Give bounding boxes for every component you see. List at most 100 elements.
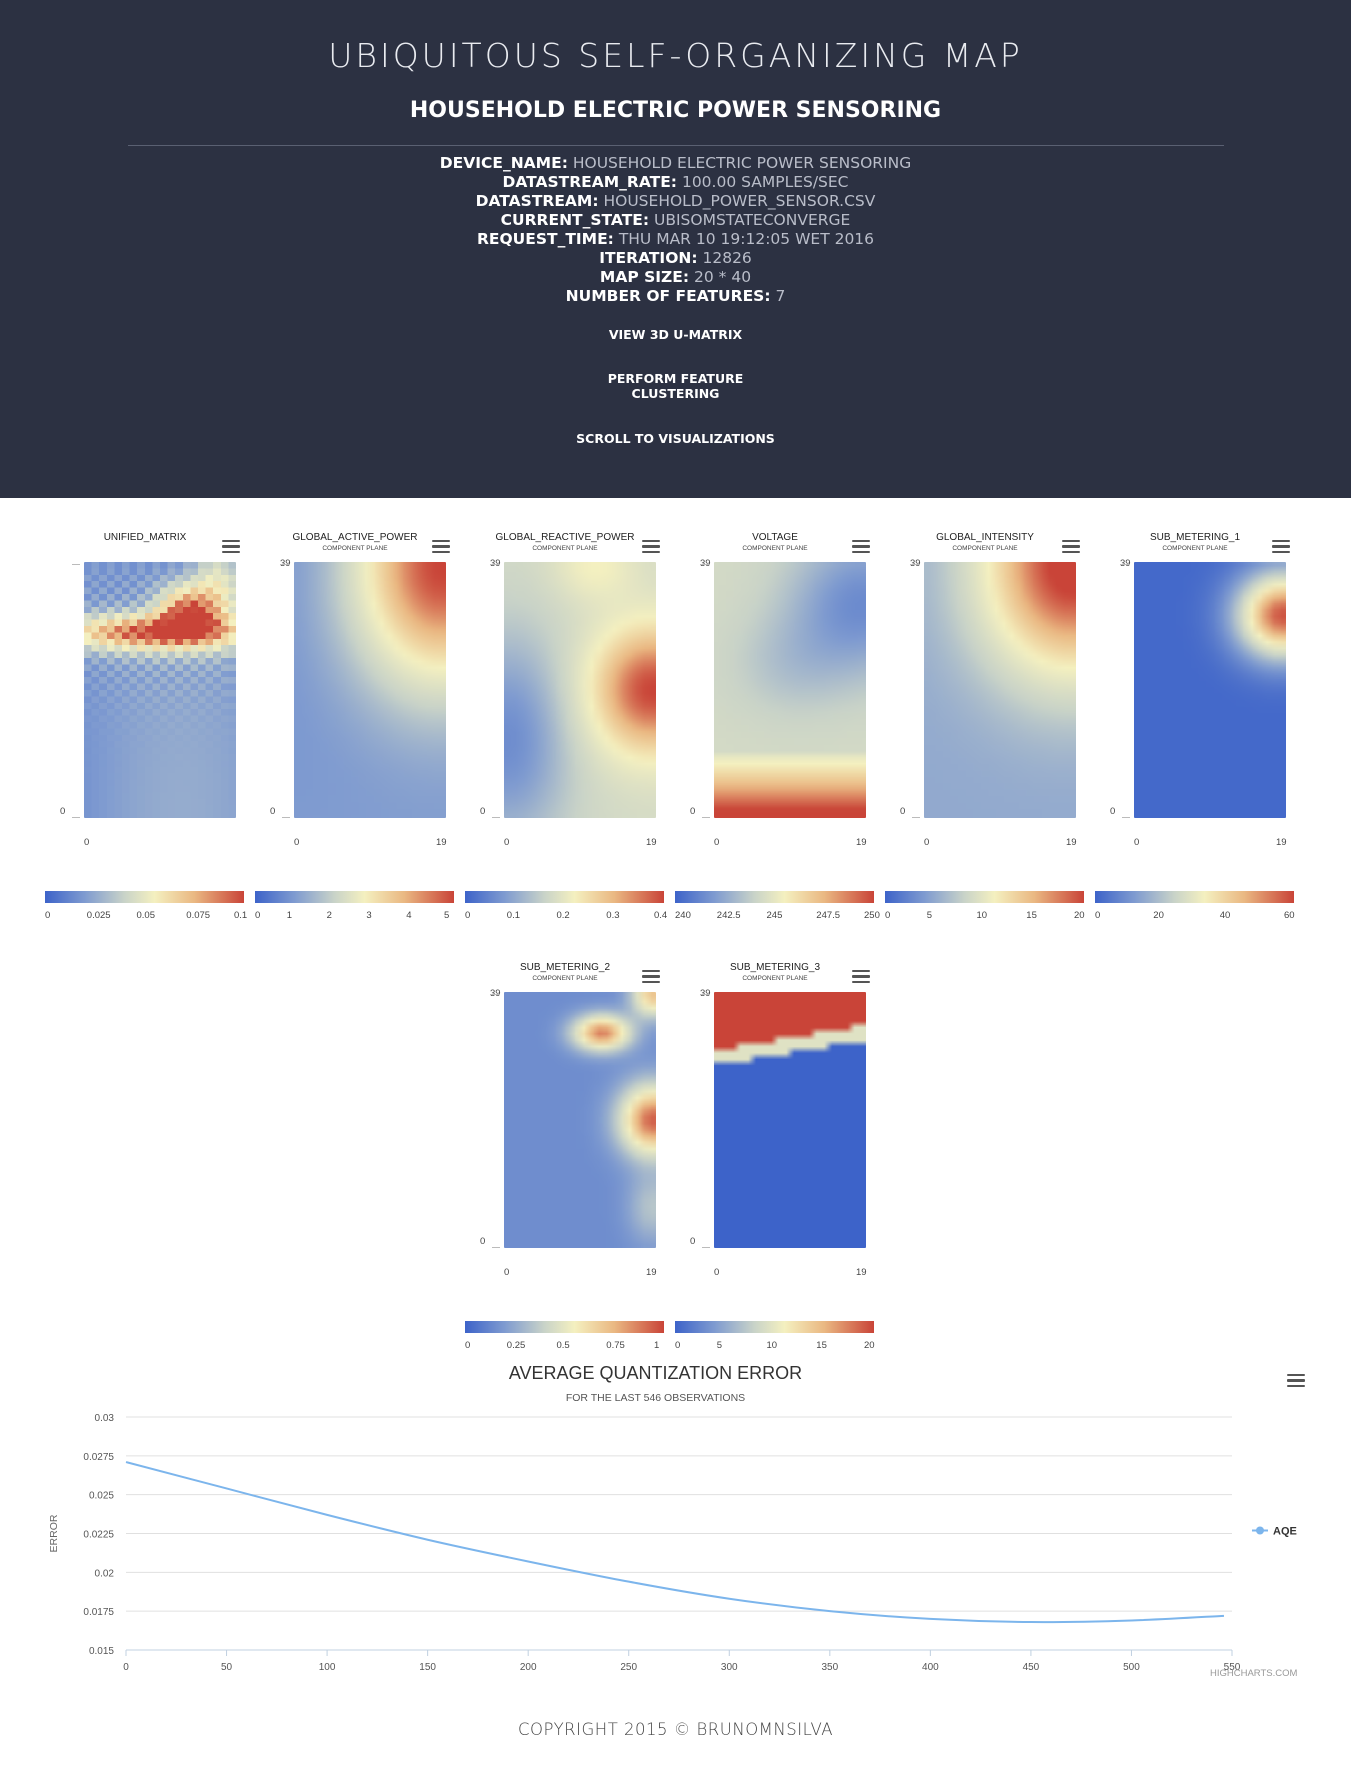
legend-item-label[interactable]: AQE — [1273, 1526, 1297, 1538]
scroll-to-visualizations-button[interactable]: SCROLL TO VISUALIZATIONS — [576, 431, 775, 446]
y-axis-bottom-label: 0 — [480, 806, 486, 817]
x-tick-label: 50 — [221, 1662, 233, 1673]
footer-copyright: COPYRIGHT 2015 © BRUNOMNSILVA — [518, 1720, 833, 1739]
map-menu-icon[interactable] — [852, 970, 870, 984]
color-legend-bar — [885, 891, 1084, 903]
series-line-aqe — [125, 1461, 1225, 1624]
legend-tick-label: 0 — [465, 1340, 471, 1351]
info-map-size: MAP SIZE: 20 * 40 — [599, 268, 752, 286]
legend-tick-label: 5 — [716, 1340, 723, 1351]
map-panel-unified-matrix: UNIFIED_MATRIX 0 0 0 0.025 0.05 0.075 0.1 — [40, 460, 250, 921]
x-tick-label: 0 — [123, 1662, 129, 1673]
map-subtitle: COMPONENT PLANE — [742, 545, 808, 552]
legend-tick-label: 0 — [45, 910, 51, 921]
legend-tick-label: 10 — [766, 1340, 778, 1351]
y-tick-bottom — [492, 1247, 500, 1248]
info-number-of-features: NUMBER OF FEATURES: 7 — [565, 287, 786, 305]
x-axis-left-label: 0 — [504, 837, 510, 848]
feature-clustering-button[interactable]: PERFORM FEATURE CLUSTERING — [607, 371, 744, 401]
chart-subtitle: FOR THE LAST 546 OBSERVATIONS — [565, 1392, 746, 1404]
page-header: UBIQUITOUS SELF-ORGANIZING MAP HOUSEHOLD… — [0, 0, 1351, 498]
map-menu-icon[interactable] — [1062, 540, 1080, 554]
y-axis-top-label: 39 — [490, 988, 501, 999]
legend-tick-label: 250 — [864, 910, 880, 921]
map-heatmap — [714, 562, 866, 818]
color-legend-bar — [465, 891, 664, 903]
map-title: SUB_METERING_3 — [729, 962, 821, 973]
map-subtitle: COMPONENT PLANE — [742, 975, 808, 982]
y-tick-label: 0.03 — [95, 1413, 115, 1424]
legend-tick-label: 0 — [885, 910, 891, 921]
view-3d-umatrix-button[interactable]: VIEW 3D U-MATRIX — [608, 327, 743, 342]
map-title: GLOBAL_ACTIVE_POWER — [292, 532, 418, 543]
y-axis-bottom-label: 0 — [270, 806, 276, 817]
y-tick-top — [282, 564, 290, 565]
color-legend-bar — [675, 1321, 874, 1333]
legend-tick-label: 5 — [926, 910, 933, 921]
x-tick-label: 200 — [520, 1662, 537, 1673]
map-panel-sub-metering-1: SUB_METERING_1 COMPONENT PLANE 39 0 0 19 0 20 40… — [1090, 460, 1300, 921]
info-iteration: ITERATION: 12826 — [599, 249, 752, 267]
color-legend-bar — [465, 1321, 664, 1333]
color-legend-labels: 0 5 10 15 20 — [885, 910, 1091, 924]
legend-tick-label: 60 — [1284, 910, 1295, 921]
map-title: UNIFIED_MATRIX — [103, 532, 187, 543]
chart-menu-icon[interactable] — [1287, 1374, 1305, 1388]
legend-symbol-marker — [1256, 1526, 1264, 1535]
legend-tick-label: 242.5 — [716, 910, 741, 921]
y-axis-top-label: 39 — [1120, 558, 1131, 569]
legend-tick-label: 0 — [255, 910, 261, 921]
legend-tick-label: 10 — [976, 910, 988, 921]
map-subtitle: COMPONENT PLANE — [532, 545, 598, 552]
map-panel-global-active-power: GLOBAL_ACTIVE_POWER COMPONENT PLANE 39 0 0 19… — [250, 460, 460, 921]
legend-tick-label: 0.2 — [556, 910, 570, 921]
y-tick-bottom — [912, 817, 920, 818]
y-axis-top-label: 39 — [700, 988, 711, 999]
legend-tick-label: 1 — [654, 1340, 660, 1351]
legend-tick-label: 0.075 — [186, 910, 211, 921]
x-axis-left-label: 0 — [84, 837, 90, 848]
info-request-time: REQUEST_TIME: THU MAR 10 19:12:05 WET 20… — [476, 230, 875, 248]
map-menu-icon[interactable] — [642, 540, 660, 554]
chart-title: AVERAGE QUANTIZATION ERROR — [508, 1363, 803, 1383]
page-title: HOUSEHOLD ELECTRIC POWER SENSORING — [409, 98, 942, 123]
map-heatmap — [504, 562, 656, 818]
x-axis-right-label: 19 — [646, 837, 657, 848]
y-tick-bottom — [282, 817, 290, 818]
map-menu-icon[interactable] — [642, 970, 660, 984]
info-current-state: CURRENT_STATE: UBISOMSTATECONVERGE — [500, 211, 851, 229]
map-menu-icon[interactable] — [222, 540, 240, 554]
map-heatmap — [84, 562, 236, 818]
y-axis-bottom-label: 0 — [1110, 806, 1116, 817]
legend-tick-label: 20 — [1074, 910, 1085, 921]
x-axis-right-label: 19 — [646, 1267, 657, 1278]
map-panel-global-intensity: GLOBAL_INTENSITY COMPONENT PLANE 39 0 0 19 0 5 1… — [880, 460, 1090, 921]
x-axis-right-label: 19 — [436, 837, 447, 848]
legend-tick-label: 0.5 — [556, 1340, 570, 1351]
map-menu-icon[interactable] — [1272, 540, 1290, 554]
y-axis-top-label: 39 — [280, 558, 291, 569]
map-subtitle: COMPONENT PLANE — [322, 545, 388, 552]
map-heatmap — [1134, 562, 1286, 818]
color-legend-labels: 0 1 2 3 4 5 — [255, 910, 461, 924]
y-tick-bottom — [72, 817, 80, 818]
y-axis-bottom-label: 0 — [690, 806, 696, 817]
y-tick-bottom — [492, 817, 500, 818]
legend-tick-label: 40 — [1219, 910, 1231, 921]
x-axis-left-label: 0 — [714, 837, 720, 848]
map-subtitle: COMPONENT PLANE — [952, 545, 1018, 552]
color-legend-labels: 0 20 40 60 — [1095, 910, 1301, 924]
x-tick-label: 450 — [1023, 1662, 1040, 1673]
legend-tick-label: 0.25 — [506, 1340, 526, 1351]
device-info-list: DEVICE_NAME: HOUSEHOLD ELECTRIC POWER SE… — [0, 154, 1351, 306]
x-axis-left-label: 0 — [714, 1267, 720, 1278]
legend-tick-label: 15 — [1026, 910, 1037, 921]
map-menu-icon[interactable] — [432, 540, 450, 554]
highcharts-credits-link[interactable]: HIGHCHARTS.COM — [1210, 1668, 1298, 1679]
color-legend-labels: 0 5 10 15 20 — [675, 1340, 881, 1354]
y-axis-title: ERROR — [48, 1514, 60, 1552]
legend-tick-label: 245 — [766, 910, 783, 921]
legend-tick-label: 3 — [366, 910, 372, 921]
y-axis-bottom-label: 0 — [900, 806, 906, 817]
map-menu-icon[interactable] — [852, 540, 870, 554]
